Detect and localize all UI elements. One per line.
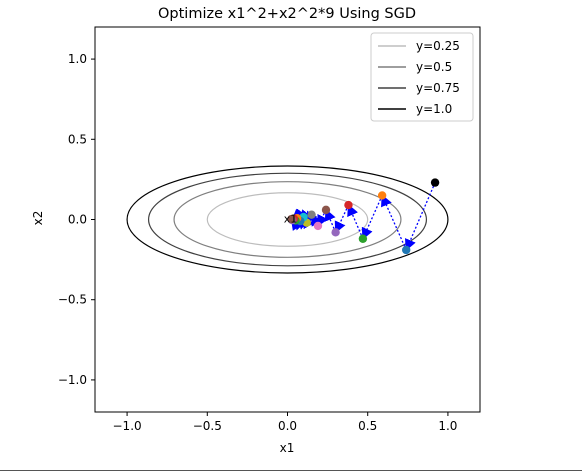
y-tick-label-3: 0.0 [68, 213, 87, 227]
contour-ellipse-4 [126, 165, 449, 274]
plot-area: x1 −1.0 −0.5 0.0 0.5 1.0 1.0 0.5 0.0 −0.5 −1.0 [58, 26, 481, 433]
trajectory-point-3 [377, 191, 387, 200]
trajectory-step-3 [361, 195, 383, 240]
trajectory-point-9 [307, 210, 316, 219]
trajectory-step-2 [381, 194, 407, 251]
trajectory-point-6 [331, 228, 340, 237]
trajectory-point-17 [287, 214, 296, 224]
legend-label-4: y=1.0 [416, 102, 452, 116]
trajectory-point-8 [313, 221, 323, 231]
plot-content: x1 [126, 165, 449, 274]
trajectory-step-7 [317, 209, 328, 227]
trajectory-point-5 [344, 200, 353, 210]
y-tick-label-1: 1.0 [68, 52, 87, 66]
y-tick-label-5: −1.0 [58, 373, 87, 387]
contour-ellipse-3 [147, 172, 428, 267]
x-axis-label: x1 [280, 441, 295, 455]
y-axis-label: x2 [31, 211, 45, 226]
trajectory-point-7 [321, 205, 331, 215]
y-tick-label-2: 0.5 [68, 132, 87, 146]
trajectory-point-4 [358, 234, 368, 243]
x-tick-label-4: 0.5 [358, 419, 377, 433]
x-tick-label-5: 1.0 [438, 419, 457, 433]
x-tick-label-1: −1.0 [113, 419, 142, 433]
legend-label-1: y=0.25 [416, 39, 460, 53]
legend-box [370, 32, 474, 122]
minimum-marker-label: x1 [284, 213, 298, 226]
trajectory-point-1 [430, 178, 440, 187]
x-tick-label-3: 0.0 [278, 419, 297, 433]
legend-label-2: y=0.5 [416, 60, 452, 74]
legend-label-3: y=0.75 [416, 81, 460, 95]
x-tick-label-2: −0.5 [193, 419, 222, 433]
chart-title: Optimize x1^2+x2^2*9 Using SGD [158, 6, 416, 22]
trajectory-step-1 [404, 182, 436, 252]
trajectory-point-2 [402, 245, 411, 255]
bottom-divider [0, 470, 582, 471]
contour-ellipse-1 [206, 192, 369, 247]
contour-ellipse-2 [173, 181, 402, 258]
trajectory-step-5 [334, 204, 350, 234]
y-tick-label-4: −0.5 [58, 293, 87, 307]
chart-legend: y=0.25 y=0.5 y=0.75 y=1.0 [370, 32, 474, 122]
